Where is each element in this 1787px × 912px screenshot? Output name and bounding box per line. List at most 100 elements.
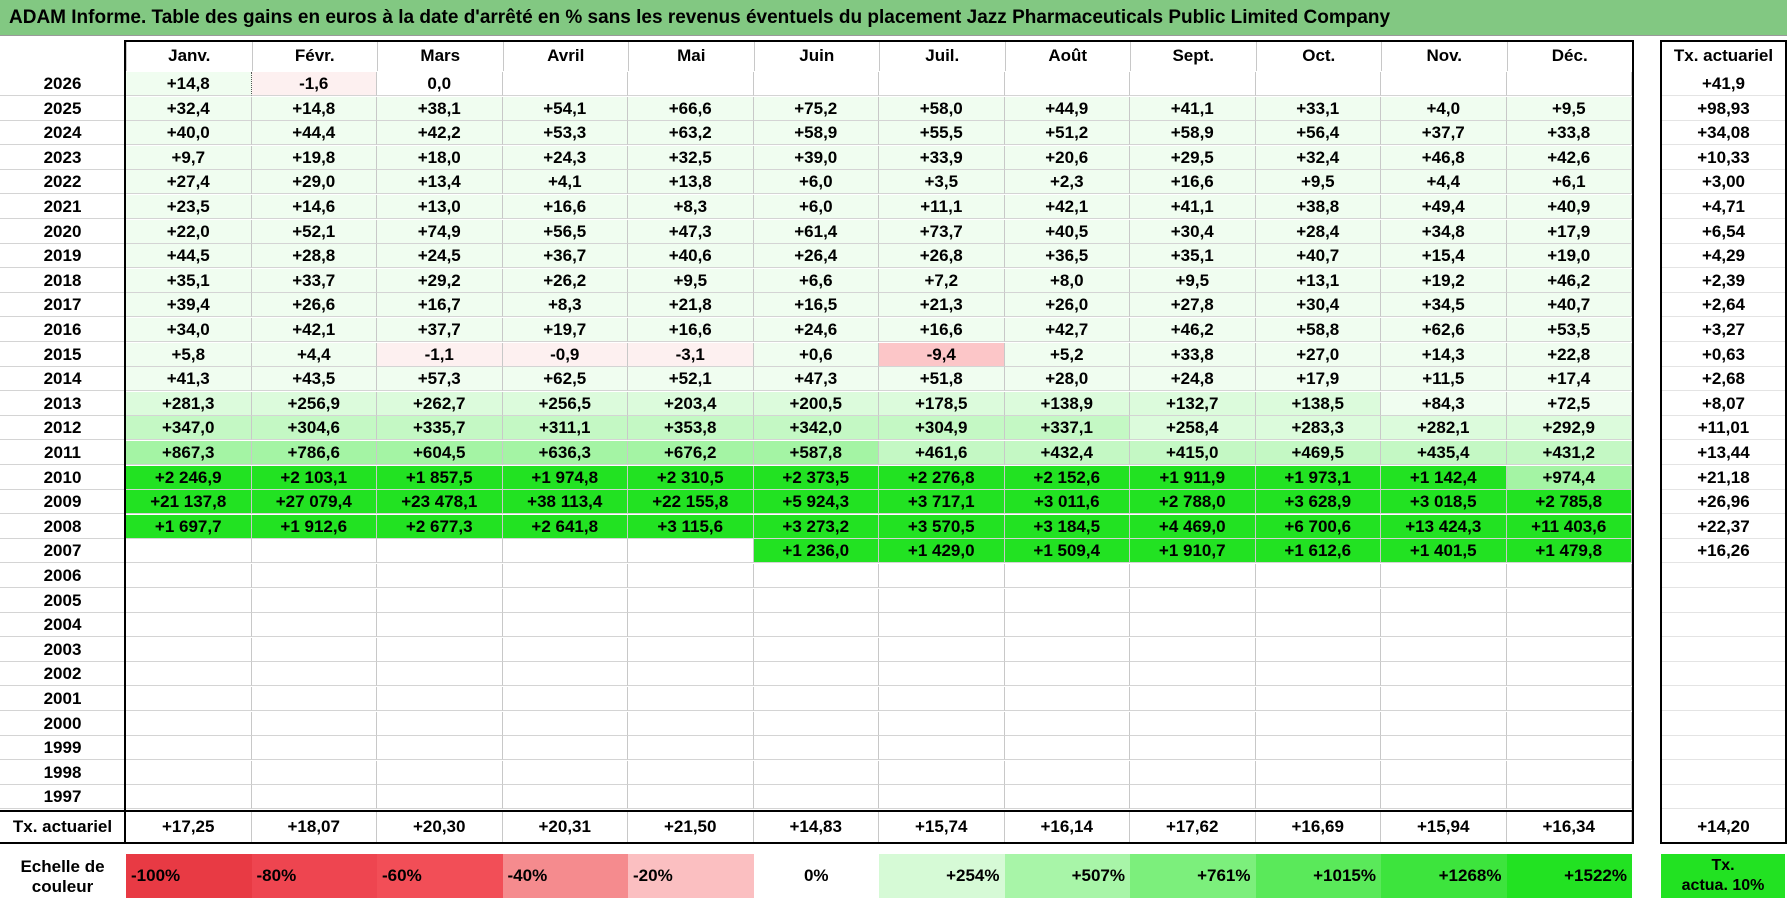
table-cell[interactable]	[251, 588, 377, 613]
table-cell[interactable]: +1 429,0	[879, 539, 1005, 564]
table-cell[interactable]	[251, 785, 377, 810]
table-cell[interactable]: +8,3	[628, 195, 754, 219]
table-cell[interactable]	[628, 687, 754, 711]
table-cell[interactable]: +29,5	[1130, 145, 1256, 170]
table-cell[interactable]	[1506, 662, 1632, 687]
table-cell[interactable]	[879, 588, 1005, 613]
table-cell[interactable]: +19,0	[1506, 244, 1632, 269]
table-cell[interactable]: +46,2	[1130, 318, 1256, 342]
table-cell[interactable]: +2 276,8	[879, 465, 1005, 490]
table-cell[interactable]	[502, 539, 628, 564]
table-cell[interactable]: +1 612,6	[1255, 539, 1381, 564]
table-cell[interactable]	[126, 637, 252, 662]
table-cell[interactable]: +435,4	[1381, 441, 1507, 465]
table-cell[interactable]: +43,5	[251, 367, 377, 392]
table-cell[interactable]	[251, 687, 377, 711]
table-cell[interactable]	[753, 687, 879, 711]
table-cell[interactable]: +786,6	[251, 441, 377, 465]
table-cell[interactable]	[628, 613, 754, 638]
table-cell[interactable]: +62,5	[502, 367, 628, 392]
table-cell[interactable]	[1506, 760, 1632, 785]
table-cell[interactable]	[1130, 613, 1256, 638]
table-cell[interactable]: +28,0	[1004, 367, 1130, 392]
table-cell[interactable]: +33,7	[251, 268, 377, 293]
table-cell[interactable]: +587,8	[753, 441, 879, 465]
table-cell[interactable]: +41,1	[1130, 195, 1256, 219]
table-cell[interactable]: +30,4	[1130, 219, 1256, 244]
table-cell[interactable]	[126, 736, 252, 761]
table-cell[interactable]: +34,0	[126, 318, 252, 342]
table-cell[interactable]	[879, 662, 1005, 687]
table-cell[interactable]: -1,1	[377, 342, 503, 367]
table-cell[interactable]: +27,8	[1130, 293, 1256, 318]
table-cell[interactable]: +13,8	[628, 170, 754, 195]
table-cell[interactable]: +29,0	[251, 170, 377, 195]
table-cell[interactable]	[1255, 687, 1381, 711]
table-cell[interactable]: +17,9	[1506, 219, 1632, 244]
table-cell[interactable]: +53,3	[502, 121, 628, 146]
table-cell[interactable]	[1255, 760, 1381, 785]
table-cell[interactable]: +1 697,7	[126, 514, 252, 539]
table-cell[interactable]	[251, 613, 377, 638]
table-cell[interactable]: +36,7	[502, 244, 628, 269]
table-cell[interactable]: +676,2	[628, 441, 754, 465]
table-cell[interactable]: +9,5	[628, 268, 754, 293]
table-cell[interactable]	[879, 72, 1005, 96]
table-cell[interactable]	[377, 637, 503, 662]
table-cell[interactable]: +8,0	[1004, 268, 1130, 293]
table-cell[interactable]: +138,5	[1255, 391, 1381, 416]
table-cell[interactable]: +9,7	[126, 145, 252, 170]
table-cell[interactable]	[126, 564, 252, 588]
table-cell[interactable]: -3,1	[628, 342, 754, 367]
table-cell[interactable]: +16,5	[753, 293, 879, 318]
table-cell[interactable]: +17,4	[1506, 367, 1632, 392]
table-cell[interactable]: +75,2	[753, 96, 879, 121]
table-cell[interactable]: +17,9	[1255, 367, 1381, 392]
table-cell[interactable]: +1 479,8	[1506, 539, 1632, 564]
table-cell[interactable]: +178,5	[879, 391, 1005, 416]
table-cell[interactable]: +2 788,0	[1130, 490, 1256, 515]
table-cell[interactable]: +42,7	[1004, 318, 1130, 342]
table-cell[interactable]	[628, 760, 754, 785]
table-cell[interactable]: +33,8	[1130, 342, 1256, 367]
table-cell[interactable]	[1130, 564, 1256, 588]
table-cell[interactable]: +415,0	[1130, 441, 1256, 465]
table-cell[interactable]: +58,9	[1130, 121, 1256, 146]
table-cell[interactable]: +6 700,6	[1255, 514, 1381, 539]
table-cell[interactable]: +2 677,3	[377, 514, 503, 539]
table-cell[interactable]	[377, 736, 503, 761]
table-cell[interactable]: +37,7	[377, 318, 503, 342]
table-cell[interactable]	[1381, 613, 1507, 638]
table-cell[interactable]: +1 401,5	[1381, 539, 1507, 564]
table-cell[interactable]: +342,0	[753, 416, 879, 441]
table-cell[interactable]	[1004, 785, 1130, 810]
table-cell[interactable]	[1130, 711, 1256, 736]
table-cell[interactable]: +16,6	[879, 318, 1005, 342]
table-cell[interactable]: +2 310,5	[628, 465, 754, 490]
table-cell[interactable]: +304,9	[879, 416, 1005, 441]
table-cell[interactable]	[377, 588, 503, 613]
table-cell[interactable]: +2 152,6	[1004, 465, 1130, 490]
table-cell[interactable]	[1381, 736, 1507, 761]
table-cell[interactable]: +335,7	[377, 416, 503, 441]
table-cell[interactable]: +4,4	[251, 342, 377, 367]
table-cell[interactable]	[1506, 613, 1632, 638]
table-cell[interactable]: +256,9	[251, 391, 377, 416]
table-cell[interactable]	[753, 760, 879, 785]
table-cell[interactable]: +1 236,0	[753, 539, 879, 564]
table-cell[interactable]: +6,1	[1506, 170, 1632, 195]
table-cell[interactable]: +636,3	[502, 441, 628, 465]
table-cell[interactable]	[377, 785, 503, 810]
table-cell[interactable]: +37,7	[1381, 121, 1507, 146]
table-cell[interactable]: +132,7	[1130, 391, 1256, 416]
table-cell[interactable]	[879, 613, 1005, 638]
table-cell[interactable]	[1130, 637, 1256, 662]
table-cell[interactable]: +304,6	[251, 416, 377, 441]
table-cell[interactable]: +26,2	[502, 268, 628, 293]
table-cell[interactable]: +21,8	[628, 293, 754, 318]
table-cell[interactable]	[1381, 711, 1507, 736]
table-cell[interactable]	[502, 564, 628, 588]
table-cell[interactable]	[502, 687, 628, 711]
table-cell[interactable]: +281,3	[126, 391, 252, 416]
table-cell[interactable]	[1004, 72, 1130, 96]
